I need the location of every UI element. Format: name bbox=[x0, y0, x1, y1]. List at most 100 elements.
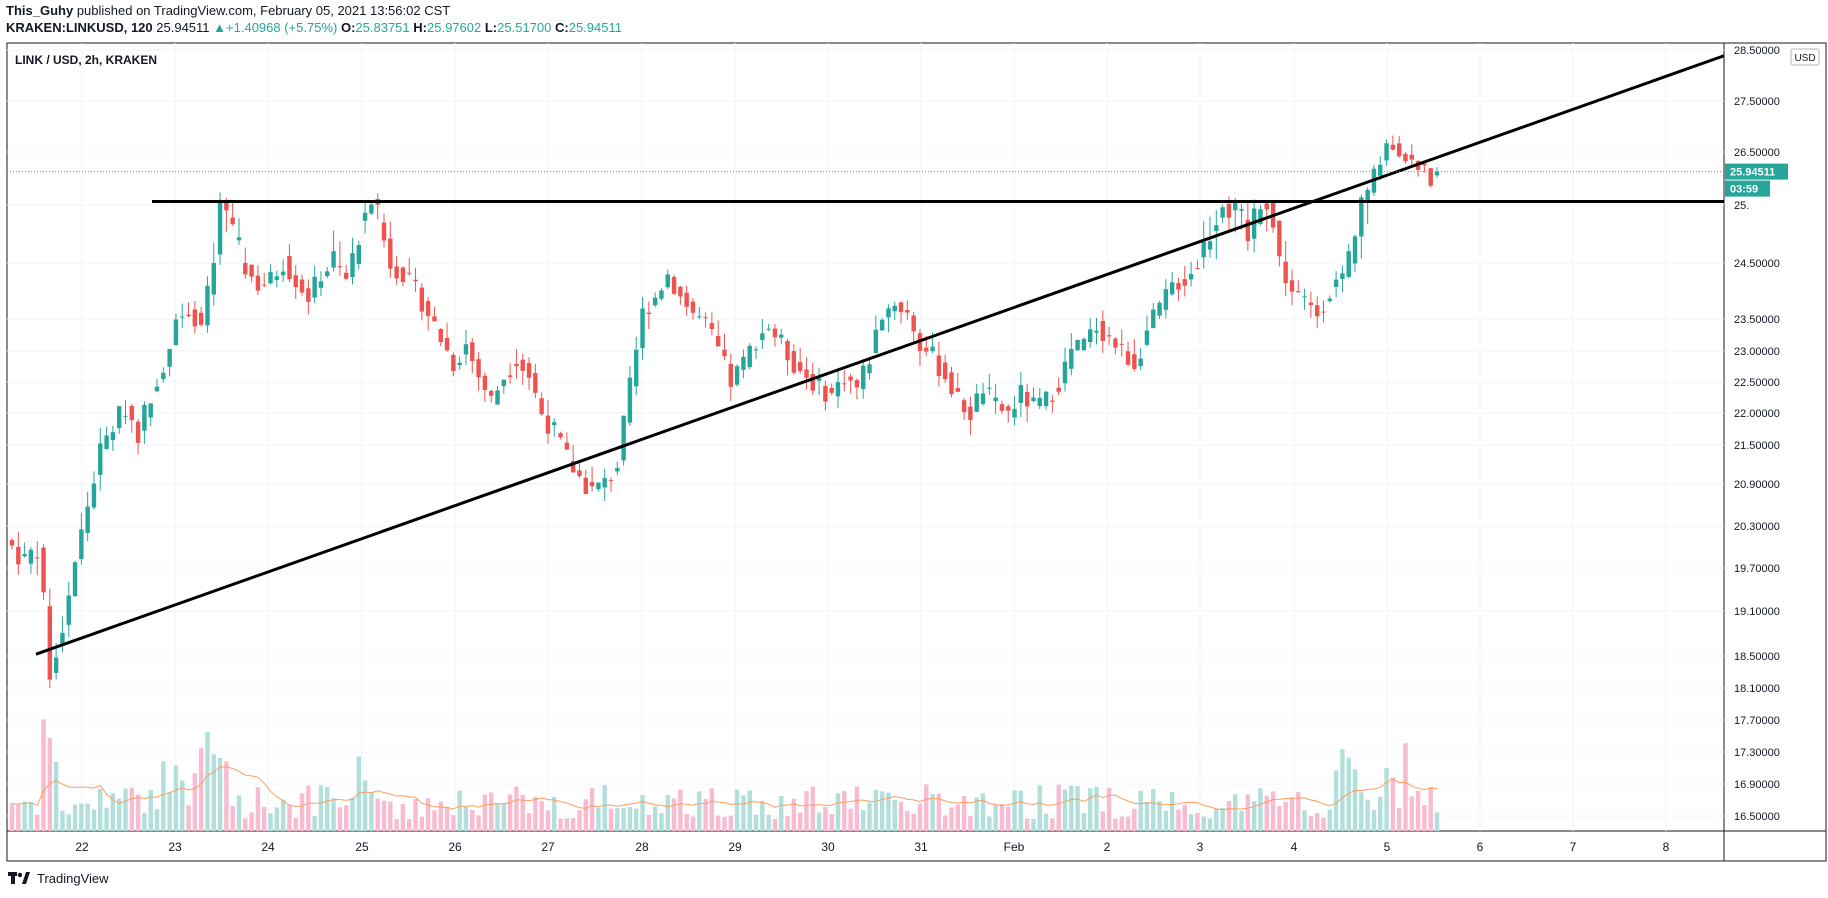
volume-bar bbox=[394, 818, 399, 831]
candle-body bbox=[236, 237, 242, 241]
candle-body bbox=[413, 279, 418, 282]
candle-body bbox=[1006, 406, 1011, 411]
time-tick-label: 5 bbox=[1384, 840, 1391, 854]
volume-bar bbox=[1321, 817, 1326, 831]
candle-body bbox=[924, 347, 929, 352]
candle-body bbox=[35, 557, 40, 559]
volume-bar bbox=[734, 789, 740, 831]
candle-body bbox=[161, 372, 166, 380]
price-tick-label: 22.50000 bbox=[1734, 377, 1780, 389]
time-tick-label: 22 bbox=[75, 840, 89, 854]
candle-body bbox=[1094, 330, 1099, 333]
candle-body bbox=[224, 201, 229, 211]
volume-bar bbox=[98, 788, 103, 831]
volume-bar bbox=[1359, 792, 1364, 831]
volume-bar bbox=[1144, 802, 1150, 831]
candle-body bbox=[1359, 197, 1364, 237]
candle-body bbox=[318, 281, 324, 288]
volume-bar bbox=[1384, 768, 1389, 831]
time-tick-label: 26 bbox=[448, 840, 462, 854]
volume-bar bbox=[407, 818, 412, 831]
volume-bar bbox=[823, 807, 828, 831]
candle-body bbox=[936, 355, 942, 377]
countdown-tag: 03:59 bbox=[1730, 184, 1758, 196]
price-axis: 28.50000 27.50000 26.50000 25. 24.50000 23.50… bbox=[1734, 45, 1820, 823]
volume-bar bbox=[268, 813, 273, 831]
volume-bar bbox=[1125, 816, 1131, 831]
currency-box bbox=[1790, 48, 1820, 66]
candle-body bbox=[640, 308, 645, 349]
tradingview-logo-icon bbox=[8, 870, 32, 886]
candle-body bbox=[1321, 311, 1326, 313]
volume-bar bbox=[766, 814, 771, 831]
volume-bar bbox=[312, 815, 317, 831]
close-label: C: bbox=[555, 20, 569, 35]
candle-body bbox=[331, 251, 336, 268]
volume-bar bbox=[1220, 808, 1225, 831]
volume-bar bbox=[1106, 787, 1112, 831]
volume-bar bbox=[173, 765, 179, 831]
volume-bar bbox=[72, 804, 78, 831]
candle-body bbox=[287, 256, 292, 280]
volume-bar bbox=[28, 801, 34, 831]
volume-bar bbox=[1075, 786, 1080, 831]
volume-bar bbox=[829, 814, 834, 831]
candle-body bbox=[741, 356, 746, 370]
candle-body bbox=[999, 404, 1005, 411]
candle-body bbox=[659, 290, 664, 299]
candle-body bbox=[526, 363, 532, 378]
candle-body bbox=[646, 312, 652, 314]
candle-body bbox=[1056, 387, 1061, 392]
volume-bar bbox=[589, 788, 595, 831]
volume-bar bbox=[1283, 802, 1288, 831]
volume-bar bbox=[507, 794, 513, 831]
candle-body bbox=[1233, 203, 1238, 211]
price-change: +1.40968 (+5.75%) bbox=[226, 20, 338, 35]
candle-body bbox=[678, 286, 683, 297]
publisher-name[interactable]: This_Guhy bbox=[6, 3, 74, 18]
volume-bar bbox=[47, 738, 53, 831]
volume-bar bbox=[22, 801, 27, 831]
volume-bar bbox=[350, 797, 355, 831]
candle-body bbox=[697, 316, 702, 318]
candle-body bbox=[974, 393, 979, 412]
volume-bar bbox=[1296, 791, 1301, 831]
candle-body bbox=[615, 468, 620, 472]
candle-body bbox=[1239, 209, 1244, 211]
candle-body bbox=[842, 383, 847, 385]
price-tick-label: 20.90000 bbox=[1734, 479, 1780, 491]
volume-bar bbox=[236, 795, 242, 831]
rising-trendline bbox=[35, 54, 1725, 656]
volume-bar bbox=[1365, 799, 1370, 831]
volume-bar bbox=[362, 780, 368, 831]
candle-body bbox=[198, 312, 204, 325]
volume-bar bbox=[1062, 789, 1068, 831]
candle-body bbox=[1245, 219, 1251, 242]
volume-bar bbox=[703, 798, 708, 831]
candle-body bbox=[180, 316, 185, 318]
countdown-tag-box bbox=[1725, 180, 1770, 197]
volume-bar bbox=[369, 792, 374, 831]
volume-bar bbox=[526, 813, 532, 831]
volume-bar bbox=[961, 796, 967, 831]
candle-body bbox=[1163, 289, 1169, 310]
volume-bar bbox=[1258, 788, 1263, 831]
volume-bar bbox=[779, 795, 784, 831]
volume-bar bbox=[230, 806, 235, 831]
footer-brand[interactable]: TradingView bbox=[37, 870, 109, 886]
volume-bar bbox=[1308, 816, 1314, 831]
candle-body bbox=[993, 397, 998, 402]
volume-bar bbox=[161, 761, 166, 831]
candle-body bbox=[148, 403, 153, 418]
volume-bar bbox=[602, 785, 607, 831]
candle-body bbox=[545, 415, 551, 434]
candle-body bbox=[810, 374, 815, 391]
volume-bar bbox=[1094, 786, 1099, 831]
candle-body bbox=[552, 422, 557, 426]
volume-bar bbox=[949, 807, 954, 831]
volume-bar bbox=[66, 814, 71, 831]
price-tick-label: 23.00000 bbox=[1734, 346, 1780, 358]
candle-body bbox=[968, 406, 973, 421]
volume-bar bbox=[1006, 806, 1011, 831]
